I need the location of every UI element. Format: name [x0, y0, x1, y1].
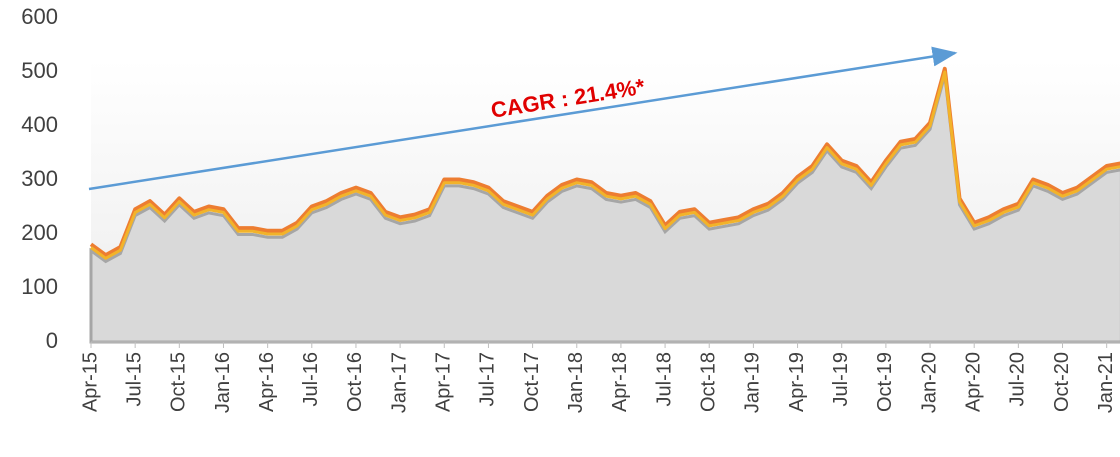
y-tick-label: 600: [21, 4, 58, 29]
x-tick-label: Oct-17: [521, 352, 543, 412]
x-tick-label: Apr-15: [79, 352, 101, 412]
line: [90, 70, 1120, 260]
x-tick-label: Apr-16: [256, 352, 278, 412]
x-tick-label: Jan-19: [742, 352, 764, 413]
x-tick-label: Jan-21: [1095, 352, 1117, 413]
x-tick-label: Apr-20: [962, 352, 984, 412]
y-tick-label: 100: [21, 274, 58, 299]
x-tick-label: Oct-19: [874, 352, 896, 412]
x-tick-label: Jan-20: [918, 352, 940, 413]
x-tick-label: Apr-17: [433, 352, 455, 412]
x-tick-label: Oct-20: [1051, 352, 1073, 412]
y-tick-label: 300: [21, 166, 58, 191]
x-tick-label: Jul-18: [653, 352, 675, 406]
x-tick-label: Oct-18: [698, 352, 720, 412]
x-tick-label: Jul-19: [830, 352, 852, 406]
x-tick-label: Jul-20: [1007, 352, 1029, 406]
x-tick-label: Jan-17: [388, 352, 410, 413]
y-tick-label: 400: [21, 112, 58, 137]
x-tick-label: Jul-16: [300, 352, 322, 406]
y-tick-label: 500: [21, 58, 58, 83]
trend-arrow: [88, 46, 958, 191]
x-tick-label: Oct-16: [344, 352, 366, 412]
area: [89, 74, 1120, 344]
x-tick-label: Apr-18: [609, 352, 631, 412]
x-tick-label: Apr-19: [786, 352, 808, 412]
x-tick-label: Jul-17: [477, 352, 499, 406]
x-tick-label: Jan-16: [212, 352, 234, 413]
x-tick-label: Oct-15: [168, 352, 190, 412]
x-tick-label: Jan-18: [565, 352, 587, 413]
y-tick-label: 200: [21, 220, 58, 245]
x-tick-label: Jul-15: [123, 352, 145, 406]
y-tick-label: 0: [46, 328, 58, 353]
